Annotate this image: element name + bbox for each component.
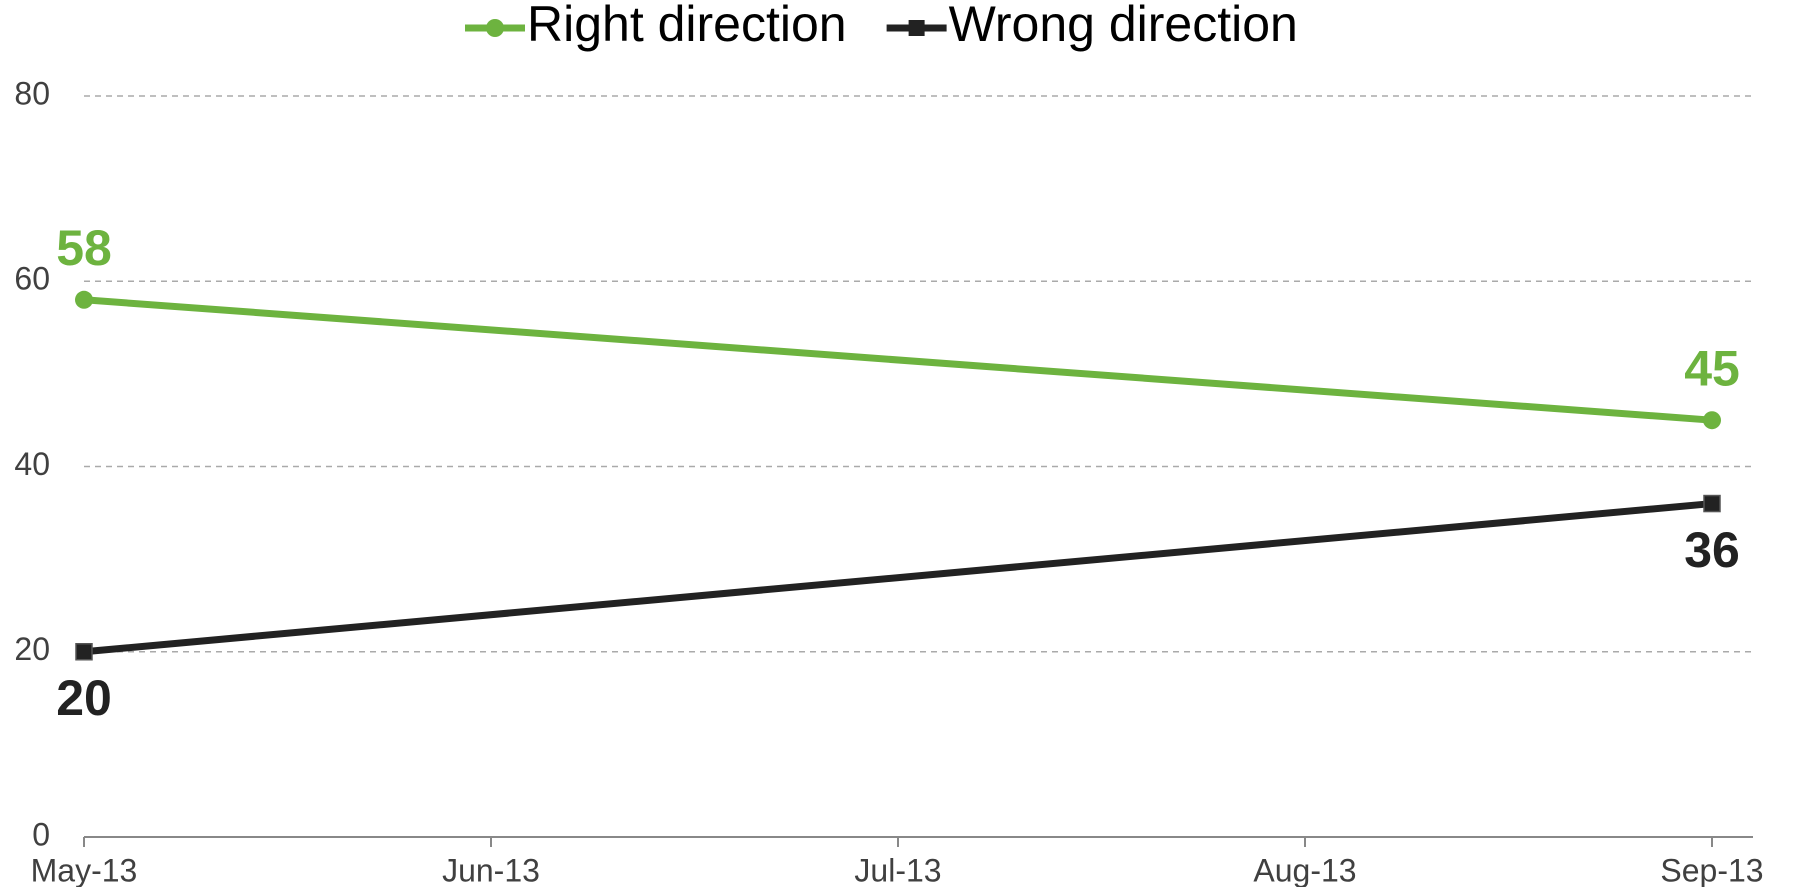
data-label: 20: [56, 670, 112, 726]
legend-marker: [486, 19, 504, 37]
data-label: 45: [1684, 340, 1740, 396]
legend-marker: [908, 20, 925, 36]
y-tick-label: 20: [14, 631, 50, 667]
marker: [75, 643, 93, 661]
marker: [75, 290, 93, 309]
marker: [1703, 411, 1721, 430]
x-tick-label: May-13: [31, 852, 138, 887]
x-tick-label: Jul-13: [854, 852, 941, 887]
data-label: 36: [1684, 522, 1740, 578]
x-tick-label: Sep-13: [1660, 852, 1763, 887]
y-tick-label: 60: [14, 261, 50, 297]
data-label: 58: [56, 220, 112, 276]
y-tick-label: 80: [14, 75, 50, 111]
series-line: [83, 500, 1713, 656]
x-tick-label: Aug-13: [1253, 852, 1356, 887]
x-tick-label: Jun-13: [442, 852, 540, 887]
legend-label: Wrong direction: [949, 0, 1298, 52]
marker: [1703, 494, 1721, 513]
series-line: [83, 296, 1713, 424]
y-tick-label: 40: [14, 446, 50, 482]
legend-label: Right direction: [527, 0, 847, 52]
y-tick-label: 0: [32, 816, 50, 852]
